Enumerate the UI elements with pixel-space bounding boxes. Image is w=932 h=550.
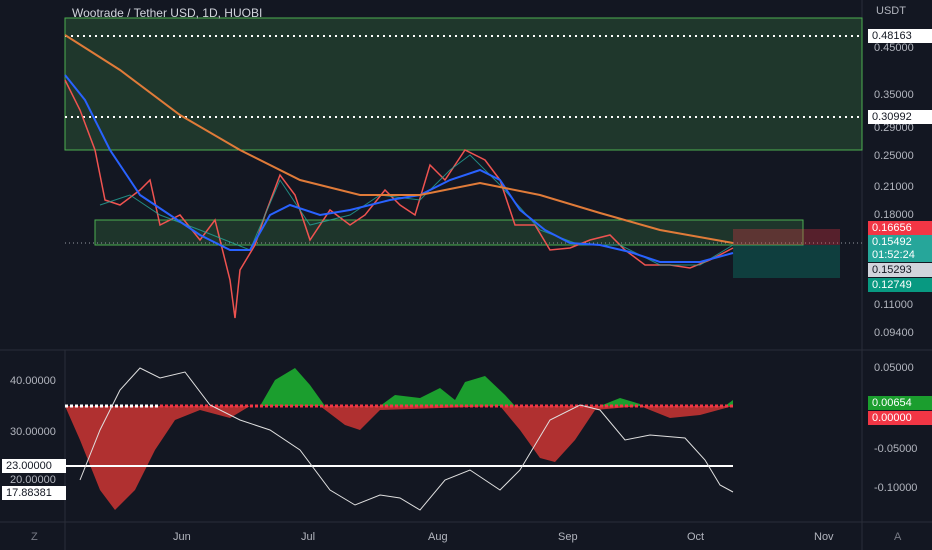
target-zone <box>733 245 840 278</box>
stop-zone <box>733 229 840 245</box>
indicator-tick-label: -0.10000 <box>874 482 918 494</box>
zone-top <box>64 17 863 151</box>
zone-mid <box>94 219 804 246</box>
price-badge: 0.16656 <box>868 221 932 235</box>
price-badge: 0.12749 <box>868 278 932 292</box>
price-tick-label: 0.25000 <box>874 150 914 162</box>
slow-ma <box>64 34 734 244</box>
time-tick-label: Sep <box>558 531 578 543</box>
price-tick-label: 0.09400 <box>874 327 914 339</box>
price-tick-label: 0.29000 <box>874 122 914 134</box>
price-series <box>64 79 734 319</box>
price-tick-label: 0.11000 <box>874 299 913 311</box>
price-tick-label: 0.45000 <box>874 42 914 54</box>
time-tick-label: Aug <box>428 531 448 543</box>
price-badge: 01:52:24 <box>868 248 932 262</box>
currency-label: USDT <box>876 5 906 17</box>
histogram-positive <box>260 368 733 406</box>
histogram-negative <box>65 406 733 510</box>
indicator-badge: 0.00000 <box>868 411 932 425</box>
indicator-tick-label: -0.05000 <box>874 443 918 455</box>
time-tick-label: Jun <box>173 531 191 543</box>
left-badge: 23.00000 <box>2 459 66 473</box>
price-series-up <box>99 154 734 266</box>
price-badge: 0.15492 <box>868 235 932 249</box>
price-badge: 0.30992 <box>868 110 932 124</box>
chart-title: Wootrade / Tether USD, 1D, HUOBI <box>72 6 263 20</box>
left-tick-label: 20.00000 <box>10 474 56 486</box>
oscillator-line <box>79 367 734 511</box>
price-tick-label: 0.18000 <box>874 209 914 221</box>
price-badge: 0.15293 <box>868 263 932 277</box>
indicator-badge: 0.00654 <box>868 396 932 410</box>
indicator-tick-label: 0.05000 <box>874 362 914 374</box>
left-tick-label: 40.00000 <box>10 375 56 387</box>
time-tick-label: Oct <box>687 531 705 543</box>
time-tick-label: Nov <box>814 531 834 543</box>
left-tick-label: 30.00000 <box>10 426 56 438</box>
price-tick-label: 0.21000 <box>874 181 914 193</box>
price-tick-label: 0.35000 <box>874 89 914 101</box>
left-badge: 17.88381 <box>2 486 66 500</box>
corner-label: A <box>894 531 902 543</box>
fast-ma <box>64 74 734 263</box>
price-badge: 0.48163 <box>868 29 932 43</box>
corner-label: Z <box>31 531 38 543</box>
time-tick-label: Jul <box>301 531 316 543</box>
